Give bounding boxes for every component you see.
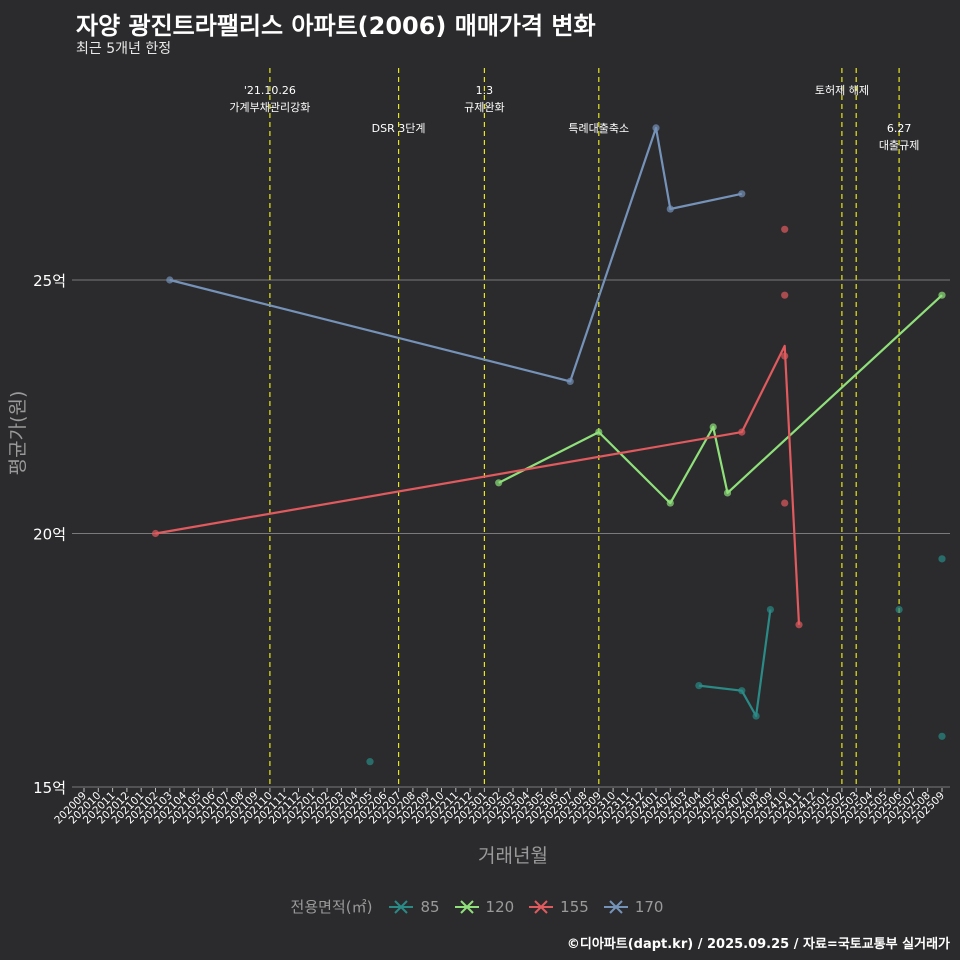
data-point-155: [795, 621, 803, 629]
y-axis-title: 평균가(원): [7, 391, 29, 476]
data-point-85: [738, 687, 746, 695]
event-label: DSR 3단계: [372, 122, 426, 135]
data-point-120: [709, 423, 717, 431]
data-point-85: [366, 758, 374, 766]
event-label: 6.27: [887, 122, 912, 135]
x-axis-title: 거래년월: [478, 845, 548, 867]
chart-subtitle: 최근 5개년 한정: [76, 41, 172, 57]
y-tick-label: 15억: [33, 779, 66, 797]
event-label: 규제완화: [464, 101, 504, 114]
data-point-155: [781, 225, 789, 233]
data-point-155: [781, 291, 789, 299]
y-tick-label: 20억: [33, 526, 66, 544]
y-tick-label: 25억: [33, 272, 66, 290]
legend-item-120: 120: [454, 897, 515, 917]
data-point-155: [781, 352, 789, 360]
legend-key-stroke: [609, 899, 623, 914]
legend-label: 120: [485, 897, 515, 916]
event-label: 특례대출축소: [568, 122, 629, 135]
data-point-85: [766, 605, 775, 614]
data-point-170: [166, 276, 174, 284]
data-point-170: [666, 205, 674, 213]
data-point-85: [895, 605, 903, 614]
data-point-120: [938, 291, 946, 299]
data-point-155: [151, 529, 160, 538]
data-point-120: [666, 499, 674, 507]
data-point-155: [781, 499, 789, 507]
legend-title: 전용면적(㎡): [290, 898, 373, 916]
chart-title: 자양 광진트라팰리스 아파트(2006) 매매가격 변화: [76, 12, 596, 40]
series-line-85: [698, 609, 772, 718]
data-point-155: [738, 428, 746, 436]
data-point-85: [938, 732, 946, 740]
data-point-85: [695, 682, 703, 690]
legend-item-155: 155: [528, 897, 589, 917]
legend-key-icon: [529, 899, 554, 914]
data-point-85: [752, 712, 760, 720]
legend-item-170: 170: [603, 897, 664, 917]
event-label: 토허제 해제: [815, 83, 869, 97]
event-label: 가계부채관리강화: [229, 101, 310, 114]
series-line-170: [169, 126, 743, 383]
legend-key-stroke: [534, 899, 548, 914]
legend-label: 170: [634, 897, 664, 916]
event-label: 1.3: [476, 84, 494, 97]
legend-key-icon: [389, 899, 414, 914]
data-point-120: [495, 479, 503, 487]
data-point-120: [723, 489, 732, 497]
legend-key-icon: [454, 899, 479, 914]
legend: 전용면적(㎡) 85 120 155 170: [0, 896, 960, 917]
legend-key-stroke: [459, 899, 474, 914]
series-line-120: [498, 294, 943, 505]
legend-label: 155: [560, 897, 589, 916]
data-point-170: [566, 377, 574, 385]
data-point-170: [652, 124, 660, 132]
legend-key-stroke: [394, 899, 409, 914]
legend-item-85: 85: [388, 897, 440, 917]
data-point-85: [938, 555, 946, 563]
data-point-170: [738, 190, 746, 198]
series-line-155: [155, 344, 801, 625]
legend-key-icon: [603, 899, 628, 914]
event-label: 대출규제: [879, 139, 919, 152]
event-label: '21.10.26: [244, 84, 296, 97]
data-point-120: [595, 428, 603, 436]
legend-label: 85: [420, 897, 440, 916]
source-caption: ©디아파트(dapt.kr) / 2025.09.25 / 자료=국토교통부 실…: [566, 937, 950, 952]
